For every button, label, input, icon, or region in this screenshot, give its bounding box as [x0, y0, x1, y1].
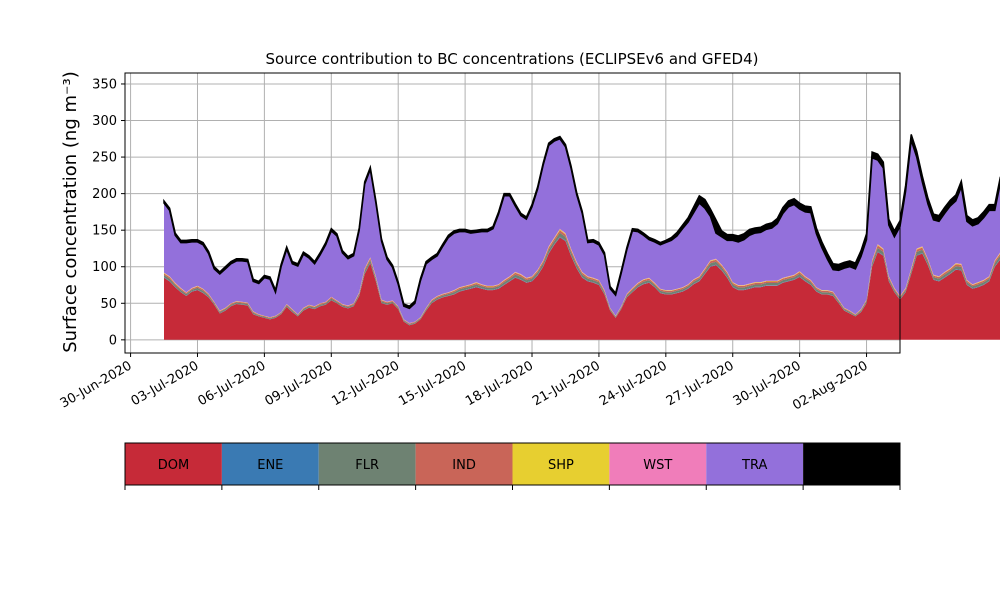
legend-label-flr: FLR: [355, 458, 379, 473]
y-ticks: 0 50 100 150 200 250 300 350: [92, 77, 125, 348]
legend-swatch-ene: [221, 443, 319, 485]
legend-colorbar: DOM ENE FLR IND SHP WST TRA BB: [124, 442, 901, 490]
chart-title: Source contribution to BC concentrations…: [265, 50, 758, 68]
x-tick-label: 03-Jul-2020: [129, 358, 202, 409]
x-tick-label: 15-Jul-2020: [396, 358, 469, 409]
area-dom: [164, 237, 1000, 340]
legend-label-ind: IND: [452, 458, 476, 473]
x-tick-label: 21-Jul-2020: [530, 358, 603, 409]
x-tick-label: 09-Jul-2020: [262, 358, 335, 409]
legend-swatch-bb: [803, 443, 900, 485]
x-tick-label: 12-Jul-2020: [329, 358, 402, 409]
legend-swatch-tra: [706, 443, 804, 485]
legend-swatch-dom: [125, 443, 222, 485]
x-tick-label: 06-Jul-2020: [196, 358, 269, 409]
x-tick-label: 27-Jul-2020: [664, 358, 737, 409]
y-tick-label: 150: [92, 224, 117, 239]
y-tick-label: 0: [109, 333, 117, 348]
legend-swatch-flr: [318, 443, 416, 485]
x-ticks: 30-Jun-202003-Jul-202006-Jul-202009-Jul-…: [58, 353, 871, 414]
area-bb: [163, 134, 1000, 310]
legend-swatch-shp: [512, 443, 610, 485]
legend-label-bb: BB: [843, 458, 861, 473]
legend-swatch-wst: [609, 443, 707, 485]
plot-frame: [124, 72, 901, 354]
legend-swatch-ind: [415, 443, 513, 485]
legend-label-dom: DOM: [158, 458, 189, 473]
y-tick-label: 50: [100, 297, 117, 312]
x-tick-label: 02-Aug-2020: [790, 358, 870, 413]
legend-label-ene: ENE: [257, 458, 283, 473]
x-tick-label: 30-Jun-2020: [58, 358, 135, 411]
legend-label-shp: SHP: [548, 458, 574, 473]
x-tick-label: 18-Jul-2020: [463, 358, 536, 409]
y-tick-label: 300: [92, 114, 117, 129]
y-axis-label: Surface concentration (ng m⁻³): [60, 71, 81, 353]
x-tick-label: 24-Jul-2020: [597, 358, 670, 409]
y-tick-label: 250: [92, 151, 117, 166]
area-tra: [164, 138, 1000, 323]
legend-label-tra: TRA: [741, 458, 767, 473]
y-tick-label: 100: [92, 260, 117, 275]
y-tick-label: 350: [92, 77, 117, 92]
y-tick-label: 200: [92, 187, 117, 202]
legend-label-wst: WST: [643, 458, 672, 473]
stacked-areas: [163, 134, 1000, 340]
